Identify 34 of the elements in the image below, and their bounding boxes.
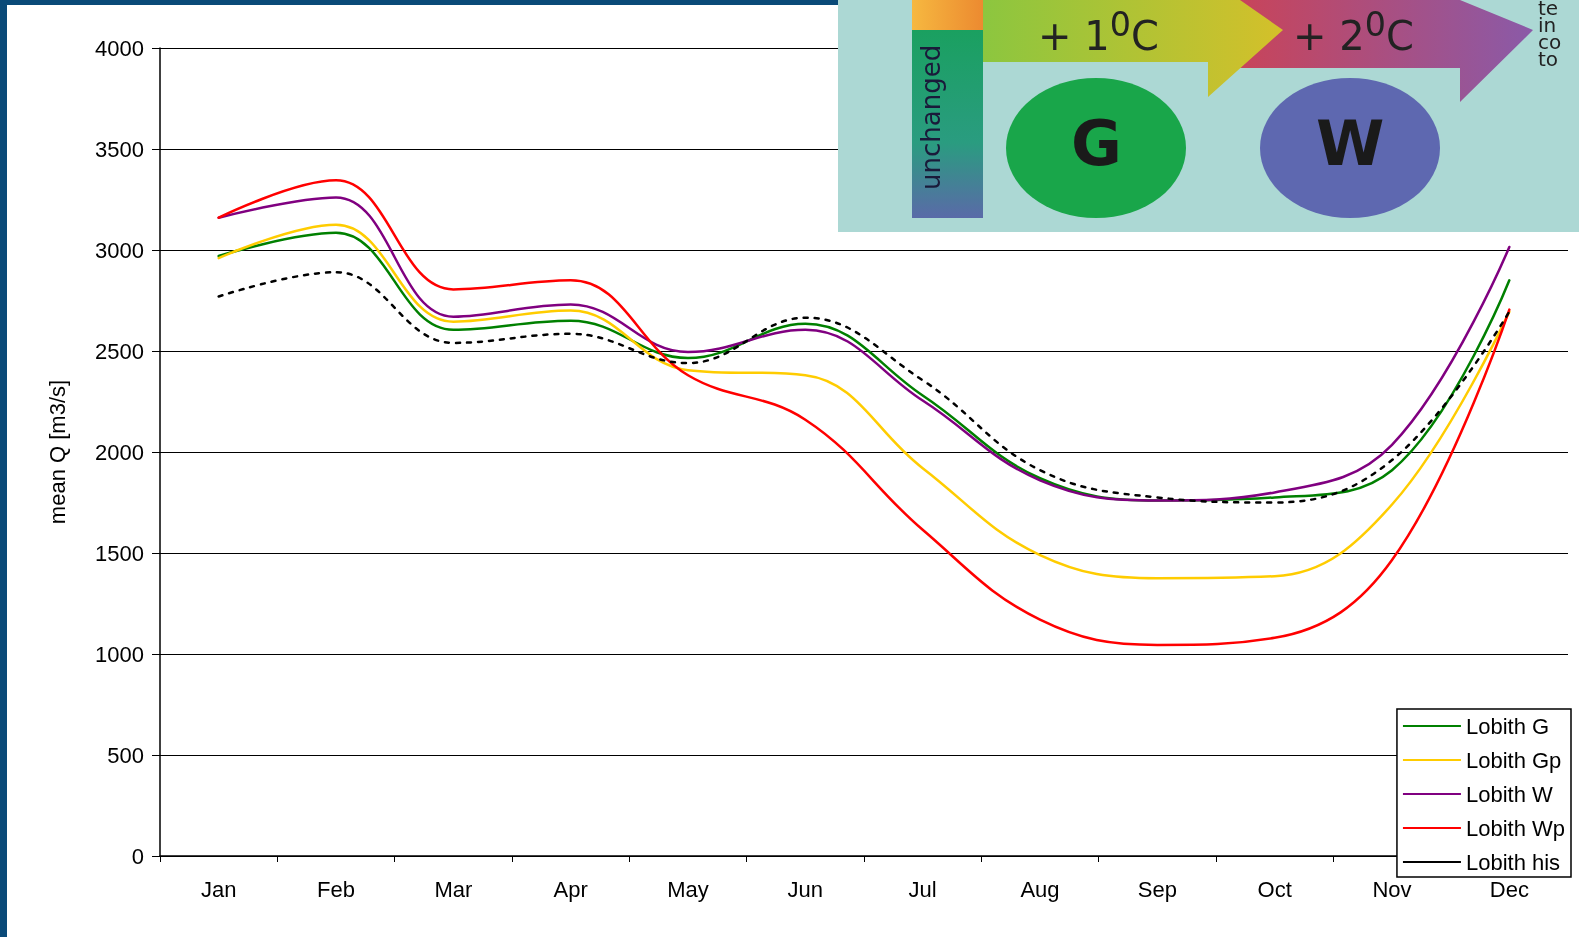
line-series xyxy=(217,223,1511,580)
legend-label: Lobith Wp xyxy=(1465,815,1566,841)
x-tick-label: Nov xyxy=(1372,876,1412,902)
x-tick-label: Sep xyxy=(1137,876,1177,902)
legend-label: Lobith his xyxy=(1465,849,1561,875)
y-tick-label: 3500 xyxy=(95,136,144,162)
legend-label: Lobith G xyxy=(1465,713,1550,739)
annotation: + 2$^{0}$C xyxy=(1293,5,1414,60)
x-tick-label: Feb xyxy=(317,876,355,902)
x-tick-label: Jan xyxy=(200,876,237,902)
y-tick-label: 500 xyxy=(107,742,144,768)
x-tick-label: Jun xyxy=(787,876,824,902)
x-tick-label: Oct xyxy=(1257,876,1292,902)
annotation: W xyxy=(1316,107,1385,180)
legend-label: Lobith Gp xyxy=(1465,747,1562,773)
y-tick-label: 2500 xyxy=(95,338,144,364)
annotation: te in co to xyxy=(1538,0,1562,71)
y-tick-label: 1000 xyxy=(95,641,144,667)
annotation: unchanged xyxy=(916,44,946,190)
x-tick-label: Apr xyxy=(553,876,588,902)
x-tick-label: Dec xyxy=(1489,876,1529,902)
y-tick-label: 1500 xyxy=(95,540,144,566)
x-tick-label: Aug xyxy=(1020,876,1060,902)
y-tick-label: 4000 xyxy=(95,35,144,61)
y-axis-title: mean Q [m3/s] xyxy=(44,379,70,525)
annotation: G xyxy=(1071,107,1122,180)
y-tick-label: 0 xyxy=(131,843,144,869)
x-tick-label: May xyxy=(667,876,709,902)
y-tick-label: 2000 xyxy=(95,439,144,465)
x-tick-label: Jul xyxy=(908,876,937,902)
legend-label: Lobith W xyxy=(1465,781,1553,807)
annotation: + 1$^{0}$C xyxy=(1038,5,1159,60)
y-tick-label: 3000 xyxy=(95,237,144,263)
x-tick-label: Mar xyxy=(434,876,473,902)
